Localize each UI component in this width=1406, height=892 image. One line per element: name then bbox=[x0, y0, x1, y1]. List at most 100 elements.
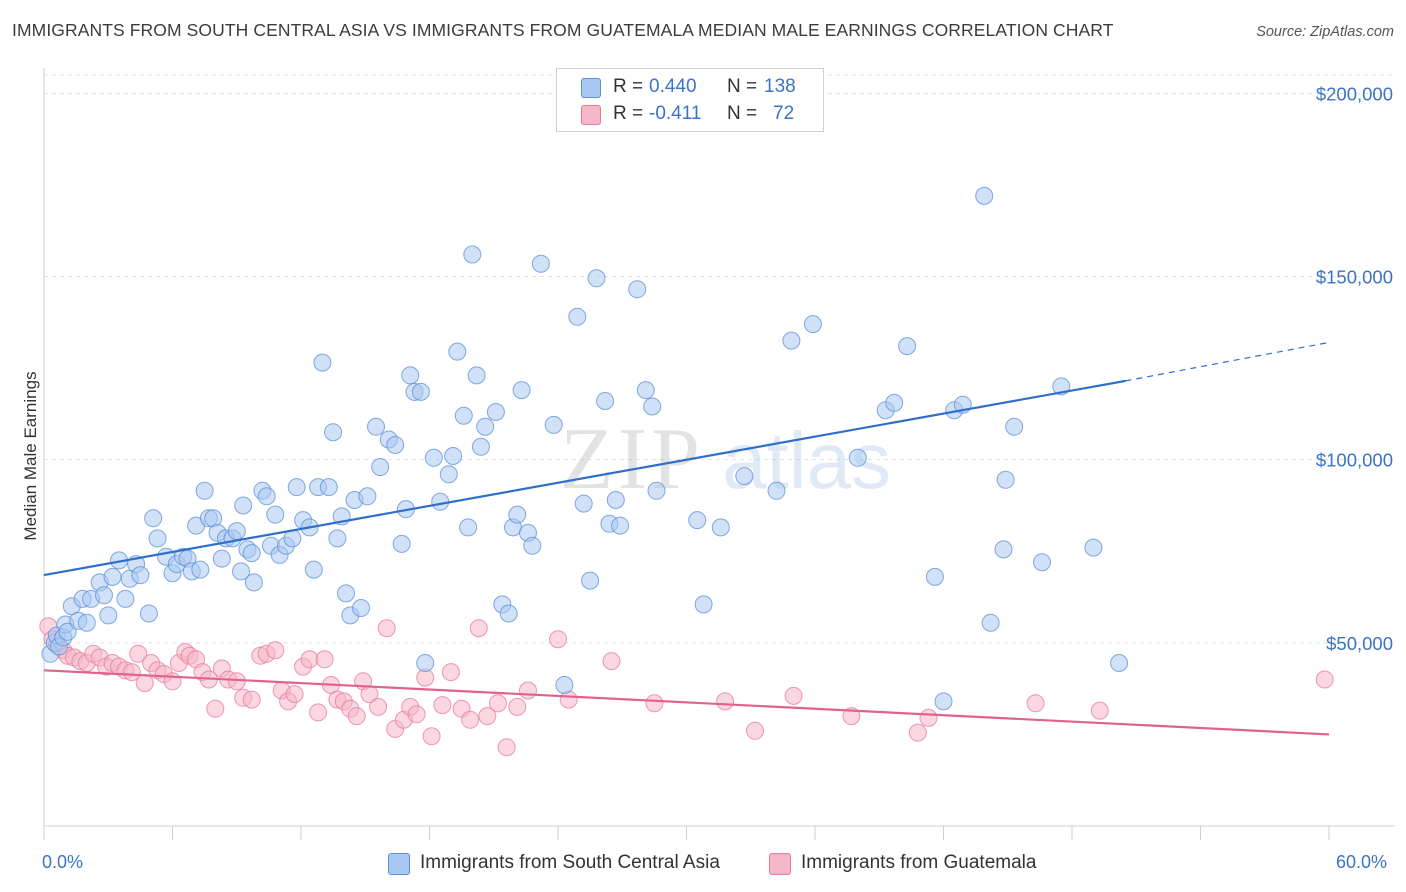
point-south-central-asia bbox=[898, 337, 917, 356]
point-south-central-asia bbox=[803, 315, 822, 334]
y-tick-label: $200,000 bbox=[1316, 83, 1393, 104]
point-south-central-asia bbox=[512, 381, 531, 400]
point-guatemala bbox=[602, 652, 621, 671]
point-south-central-asia bbox=[328, 529, 347, 548]
point-south-central-asia bbox=[58, 622, 77, 641]
point-guatemala bbox=[135, 674, 154, 693]
point-guatemala bbox=[746, 721, 764, 740]
point-south-central-asia bbox=[1033, 553, 1051, 572]
x-axis-min-label: 0.0% bbox=[42, 852, 84, 872]
legend-label-south-central-asia: Immigrants from South Central Asia bbox=[420, 852, 720, 873]
point-south-central-asia bbox=[1110, 654, 1129, 672]
legend-swatch-south-central-asia bbox=[388, 853, 410, 875]
point-south-central-asia bbox=[131, 566, 150, 585]
point-south-central-asia bbox=[636, 381, 655, 400]
point-south-central-asia bbox=[981, 613, 1000, 632]
point-south-central-asia bbox=[885, 393, 904, 412]
point-south-central-asia bbox=[596, 392, 615, 410]
point-south-central-asia bbox=[319, 478, 338, 497]
point-south-central-asia bbox=[242, 544, 261, 563]
point-guatemala bbox=[1026, 694, 1045, 713]
point-guatemala bbox=[1090, 701, 1109, 720]
point-south-central-asia bbox=[304, 560, 323, 579]
point-south-central-asia bbox=[139, 604, 158, 623]
stats-r-label: R = bbox=[613, 76, 644, 97]
series-south-central-asia-points bbox=[41, 186, 1129, 711]
point-guatemala bbox=[206, 699, 225, 718]
point-south-central-asia bbox=[103, 567, 122, 586]
point-south-central-asia bbox=[934, 692, 953, 711]
point-guatemala bbox=[309, 703, 328, 722]
point-south-central-asia bbox=[313, 353, 332, 372]
point-south-central-asia bbox=[77, 613, 96, 632]
point-guatemala bbox=[497, 738, 516, 757]
y-axis-label: Median Male Earnings bbox=[21, 371, 40, 540]
point-south-central-asia bbox=[416, 654, 435, 672]
point-south-central-asia bbox=[587, 269, 606, 288]
point-guatemala bbox=[469, 619, 488, 638]
point-guatemala bbox=[441, 663, 460, 682]
stats-r-label: R = bbox=[613, 103, 644, 124]
point-south-central-asia bbox=[116, 589, 135, 608]
stats-swatch-guatemala bbox=[581, 105, 601, 125]
point-south-central-asia bbox=[367, 417, 385, 436]
point-south-central-asia bbox=[424, 448, 443, 467]
point-south-central-asia bbox=[643, 397, 662, 416]
point-south-central-asia bbox=[95, 586, 113, 605]
point-south-central-asia bbox=[352, 599, 370, 617]
y-tick-label: $100,000 bbox=[1316, 450, 1393, 471]
stats-n-label: N = bbox=[727, 103, 758, 124]
point-south-central-asia bbox=[994, 540, 1013, 559]
point-guatemala bbox=[242, 690, 261, 709]
point-guatemala bbox=[407, 705, 426, 724]
point-guatemala bbox=[645, 694, 664, 713]
point-guatemala bbox=[347, 707, 366, 726]
point-south-central-asia bbox=[392, 534, 411, 553]
stats-n-value: 138 bbox=[764, 76, 796, 97]
point-guatemala bbox=[129, 644, 148, 663]
point-south-central-asia bbox=[99, 606, 118, 625]
point-south-central-asia bbox=[244, 573, 263, 592]
point-south-central-asia bbox=[411, 382, 430, 401]
source-label: Source: ZipAtlas.com bbox=[1256, 24, 1394, 40]
point-south-central-asia bbox=[144, 509, 163, 528]
point-guatemala bbox=[549, 630, 567, 649]
point-south-central-asia bbox=[628, 280, 647, 299]
series-guatemala-points bbox=[39, 617, 1334, 757]
point-south-central-asia bbox=[444, 447, 463, 465]
point-south-central-asia bbox=[782, 331, 801, 350]
point-guatemala bbox=[461, 710, 480, 729]
point-south-central-asia bbox=[195, 481, 214, 500]
point-south-central-asia bbox=[358, 487, 377, 506]
point-south-central-asia bbox=[459, 518, 478, 537]
point-south-central-asia bbox=[471, 437, 490, 456]
point-guatemala bbox=[1315, 670, 1334, 689]
point-guatemala bbox=[508, 697, 527, 716]
point-guatemala bbox=[266, 641, 285, 660]
point-guatemala bbox=[369, 697, 388, 716]
trend-lines bbox=[43, 341, 1330, 736]
point-guatemala bbox=[122, 663, 141, 682]
trend-line-south-central-asia bbox=[43, 379, 1126, 577]
point-south-central-asia bbox=[232, 562, 250, 581]
point-guatemala bbox=[784, 686, 803, 705]
point-south-central-asia bbox=[257, 487, 276, 506]
point-south-central-asia bbox=[555, 676, 574, 694]
point-guatemala bbox=[919, 708, 938, 727]
point-south-central-asia bbox=[401, 366, 420, 385]
point-south-central-asia bbox=[848, 448, 867, 467]
point-south-central-asia bbox=[711, 518, 730, 537]
point-south-central-asia bbox=[1084, 538, 1103, 557]
point-south-central-asia bbox=[234, 496, 253, 515]
point-south-central-asia bbox=[212, 549, 231, 568]
point-south-central-asia bbox=[523, 536, 542, 555]
point-south-central-asia bbox=[448, 342, 467, 361]
point-south-central-asia bbox=[647, 481, 666, 500]
point-south-central-asia bbox=[499, 604, 518, 623]
point-south-central-asia bbox=[688, 511, 707, 530]
stats-n-label: N = bbox=[727, 76, 758, 97]
point-south-central-asia bbox=[148, 529, 167, 548]
y-tick-labels: $50,000 $100,000 $150,000 $200,000 bbox=[1316, 83, 1393, 654]
point-south-central-asia bbox=[467, 366, 486, 385]
point-south-central-asia bbox=[606, 491, 625, 509]
